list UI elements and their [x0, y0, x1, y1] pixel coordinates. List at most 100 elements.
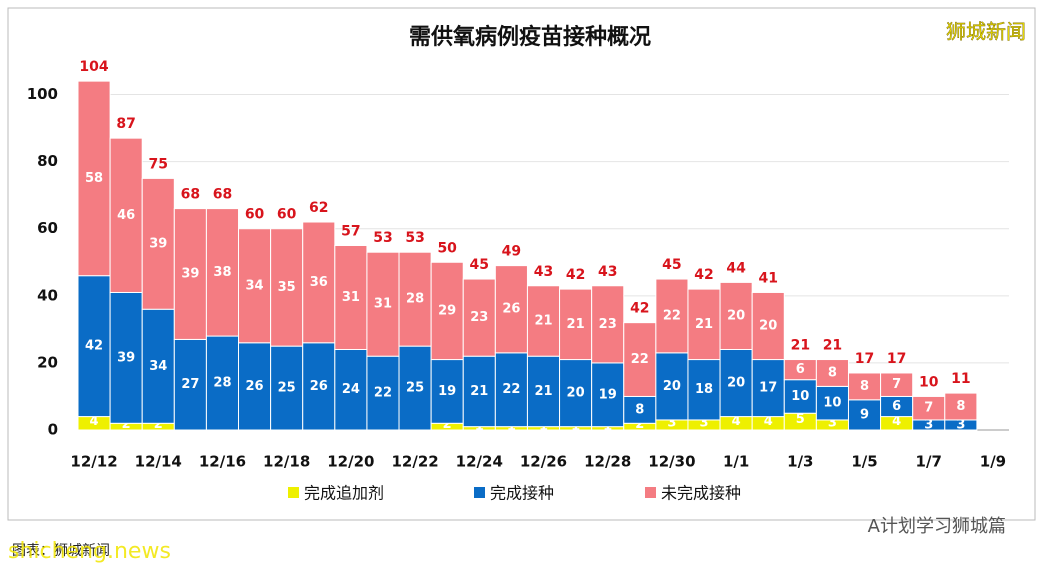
total-label: 17 — [855, 351, 874, 367]
data-label: 3 — [924, 417, 933, 432]
brand: 狮城新闻 — [946, 20, 1026, 44]
total-label: 43 — [598, 264, 617, 280]
bar-segment — [366, 251, 400, 357]
bar-segment — [398, 251, 432, 347]
x-tick-label: 1/9 — [980, 453, 1006, 471]
data-label: 31 — [374, 297, 392, 312]
data-label: 2 — [122, 417, 131, 432]
data-label: 8 — [635, 402, 644, 417]
data-label: 3 — [828, 415, 837, 430]
legend-label: 完成追加剂 — [304, 484, 384, 503]
total-label: 60 — [245, 207, 265, 223]
data-label: 22 — [631, 352, 649, 367]
data-label: 4 — [732, 414, 741, 429]
legend-label: 未完成接种 — [661, 484, 741, 503]
data-label: 34 — [149, 359, 167, 374]
bar-segment — [141, 177, 175, 310]
total-label: 104 — [79, 59, 108, 75]
x-tick-label: 12/26 — [520, 453, 567, 471]
data-label: 20 — [727, 308, 745, 323]
data-label: 25 — [278, 381, 296, 396]
data-label: 8 — [956, 399, 965, 414]
x-tick-label: 1/7 — [916, 453, 942, 471]
bar-segment — [526, 285, 561, 357]
data-label: 23 — [470, 310, 488, 325]
bar-segment — [559, 359, 593, 428]
bar-segment — [173, 208, 207, 340]
total-label: 50 — [437, 240, 457, 256]
legend-swatch — [474, 487, 485, 498]
data-label: 29 — [438, 303, 456, 318]
bar-segment — [430, 359, 464, 424]
total-label: 62 — [309, 200, 328, 216]
x-tick-label: 12/24 — [456, 453, 503, 471]
data-label: 2 — [154, 417, 163, 432]
watermark: shicheng.news — [8, 539, 171, 564]
data-label: 4 — [892, 414, 901, 429]
data-label: 21 — [470, 384, 488, 399]
total-label: 87 — [116, 116, 135, 132]
bar-segment — [847, 399, 882, 431]
x-tick-label: 12/16 — [199, 453, 246, 471]
data-label: 34 — [246, 278, 264, 293]
data-label: 8 — [828, 365, 837, 380]
total-label: 68 — [213, 187, 232, 203]
total-label: 11 — [951, 371, 970, 387]
bar-segment — [462, 278, 496, 357]
data-label: 6 — [892, 399, 901, 414]
total-label: 42 — [566, 267, 585, 283]
bar-segment — [623, 322, 657, 397]
data-label: 46 — [117, 208, 135, 223]
data-label: 19 — [599, 387, 617, 402]
bar-segment — [687, 359, 721, 421]
bar-segment — [270, 228, 304, 347]
total-label: 21 — [823, 338, 842, 354]
total-label: 68 — [181, 187, 200, 203]
data-label: 38 — [213, 265, 231, 280]
bar-segment — [655, 278, 689, 354]
data-label: 31 — [342, 290, 360, 305]
bar-segment — [623, 395, 657, 424]
data-label: 3 — [699, 415, 708, 430]
bar-segment — [334, 245, 368, 350]
data-label: 22 — [663, 308, 681, 323]
legend-swatch — [645, 487, 656, 498]
data-label: 26 — [310, 379, 328, 394]
data-label: 28 — [406, 292, 424, 307]
data-label: 28 — [213, 376, 231, 391]
source: 图表：狮城新闻 — [12, 543, 110, 559]
x-tick-label: 12/28 — [584, 453, 631, 471]
x-tick-label: 12/12 — [70, 453, 117, 471]
data-label: 24 — [342, 382, 360, 397]
data-label: 27 — [181, 377, 199, 392]
total-label: 60 — [277, 207, 297, 223]
total-label: 53 — [373, 230, 392, 246]
total-label: 41 — [758, 270, 777, 286]
x-tick-label: 1/5 — [851, 453, 877, 471]
bar-segment — [430, 261, 464, 361]
data-label: 9 — [860, 407, 869, 422]
total-label: 45 — [470, 257, 489, 273]
total-label: 17 — [887, 351, 906, 367]
data-label: 36 — [310, 275, 328, 290]
data-label: 19 — [438, 384, 456, 399]
bar-segment — [238, 342, 272, 431]
y-tick-label: 20 — [37, 353, 58, 371]
data-label: 22 — [502, 382, 520, 397]
data-label: 58 — [85, 171, 103, 186]
bar-segment — [205, 335, 240, 431]
chart-title: 需供氧病例疫苗接种概况 — [409, 24, 651, 50]
data-label: 7 — [924, 401, 933, 416]
data-label: 4 — [764, 414, 773, 429]
bar-segment — [205, 208, 240, 337]
x-tick-label: 12/22 — [391, 453, 438, 471]
bar-segment — [719, 281, 753, 350]
data-label: 35 — [278, 280, 296, 295]
data-label: 4 — [90, 414, 99, 429]
bar-segment — [77, 80, 111, 277]
data-label: 22 — [374, 386, 392, 401]
data-label: 26 — [246, 379, 264, 394]
data-label: 20 — [663, 379, 681, 394]
bar-segment — [141, 308, 175, 424]
total-label: 45 — [662, 257, 681, 273]
